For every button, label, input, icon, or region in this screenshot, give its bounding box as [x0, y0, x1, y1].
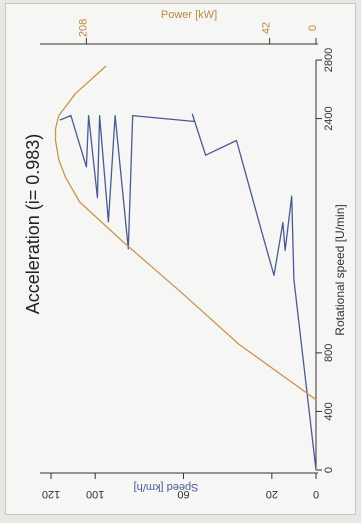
y-left-tick-label: 0 [313, 488, 319, 500]
y-left-tick-label: 20 [266, 488, 278, 500]
y-left-tick-label: 120 [42, 488, 60, 500]
y-left-tick-label: 100 [86, 488, 104, 500]
x-tick-label: 2800 [323, 48, 335, 72]
speed-series-line [59, 113, 317, 471]
y-right-axis-label: Power [kW] [161, 9, 217, 21]
chart-frame: 0 400 800 2400 2800 0 20 60 100 120 0 42 208 Acceler… [6, 4, 355, 514]
chart-title: Acceleration (i= 0.983) [23, 134, 43, 315]
y-right-tick-label: 0 [307, 25, 319, 31]
tick-group: 0 400 800 2400 2800 0 20 60 100 120 0 42 208 [42, 19, 335, 500]
y-left-axis-label: Speed [km/h] [134, 481, 199, 493]
x-tick-label: 400 [323, 402, 335, 420]
y-left-tick-label: 60 [177, 488, 189, 500]
x-tick-label: 800 [323, 344, 335, 362]
x-axis-label: Rotational speed [U/min] [333, 204, 347, 335]
x-tick-label: 2400 [323, 106, 335, 130]
x-tick-label: 0 [323, 467, 335, 473]
y-right-tick-label: 42 [261, 22, 273, 34]
y-right-tick-label: 208 [77, 19, 89, 37]
chart-svg: 0 400 800 2400 2800 0 20 60 100 120 0 42 208 Acceler… [23, 9, 347, 500]
series-group [54, 65, 317, 471]
power-series-line [54, 65, 317, 401]
